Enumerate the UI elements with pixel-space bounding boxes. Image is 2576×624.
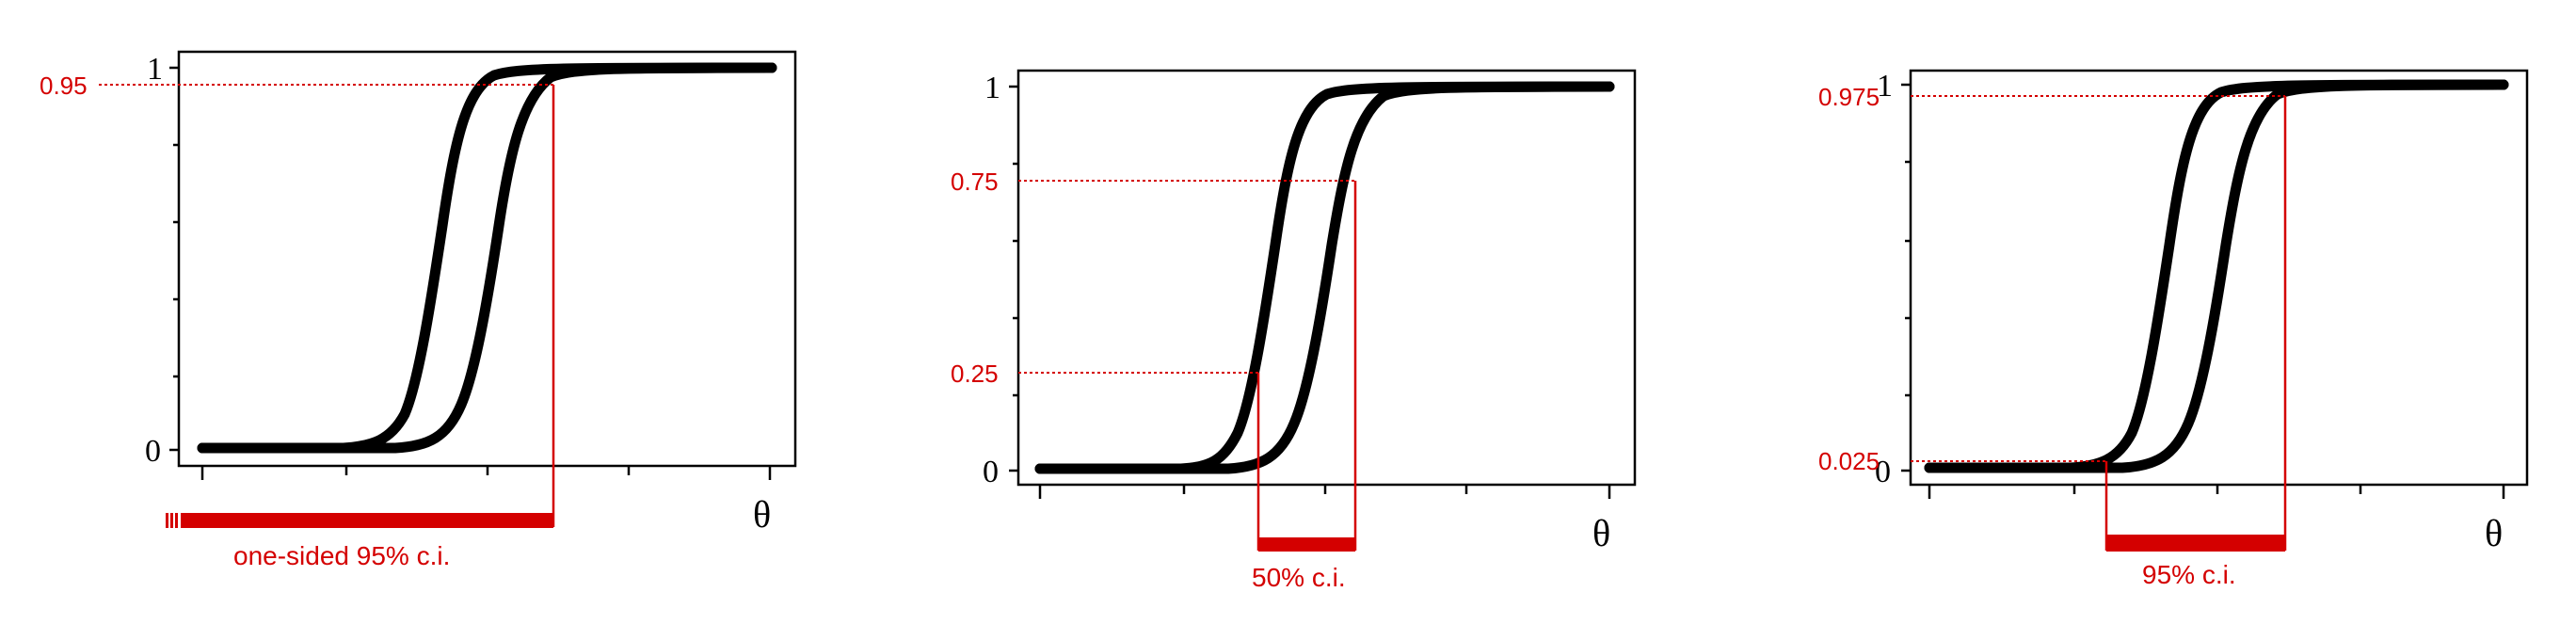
y-tick-label-0: 0 (1875, 455, 1891, 489)
plot-frame (1909, 69, 2529, 487)
interval-label: one-sided 95% c.i. (233, 541, 450, 570)
x-ticks (200, 466, 772, 480)
curve-left (197, 62, 777, 454)
interval-bar (2106, 535, 2285, 552)
y-ticks (1901, 83, 1911, 472)
interval-open-end (166, 513, 178, 528)
svg-text:0.95: 0.95 (40, 72, 88, 100)
y-tick-label-0: 0 (145, 434, 161, 469)
x-ticks (1038, 485, 1611, 499)
theta-axis-label: θ (753, 493, 771, 536)
y-tick-label-1: 1 (984, 71, 1000, 105)
y-tick-label-0: 0 (983, 455, 999, 489)
interval-label: 95% c.i. (2142, 560, 2236, 589)
svg-text:0.025: 0.025 (1818, 447, 1880, 475)
interval-bar (1258, 537, 1355, 552)
panel-one-sided: 1 0 θ 0.95 one-sided 95% c.i. (40, 50, 797, 570)
y-tick-label-1: 1 (147, 52, 163, 87)
level-marker-0.975: 0.975 (1818, 83, 2285, 111)
curve-left (1034, 81, 1615, 474)
svg-text:0.25: 0.25 (951, 360, 999, 388)
panel-50-percent: 1 0 θ 0.75 0.25 50% c.i. (951, 69, 1637, 592)
level-marker-0.95: 0.95 (40, 72, 553, 100)
svg-text:0.75: 0.75 (951, 168, 999, 196)
x-ticks (1928, 485, 2505, 499)
plot-frame (1016, 69, 1637, 487)
theta-axis-label: θ (1592, 512, 1610, 554)
interval-bar (181, 513, 553, 528)
curve-right (197, 62, 777, 454)
plot-frame (177, 50, 797, 468)
svg-text:0.975: 0.975 (1818, 83, 1880, 111)
interval-label: 50% c.i. (1252, 563, 1346, 592)
y-ticks (1009, 85, 1018, 472)
level-marker-0.025: 0.025 (1818, 447, 2106, 475)
level-marker-0.75: 0.75 (951, 168, 1355, 196)
curve-right (1924, 79, 2509, 473)
curve-left (1924, 79, 2509, 473)
y-ticks (169, 66, 179, 452)
panel-95-percent: 1 0 θ 0.975 0.025 95% c.i. (1818, 69, 2529, 589)
curve-right (1034, 81, 1615, 474)
theta-axis-label: θ (2485, 512, 2503, 554)
y-tick-label-1: 1 (1877, 69, 1893, 104)
level-marker-0.25: 0.25 (951, 360, 1258, 388)
